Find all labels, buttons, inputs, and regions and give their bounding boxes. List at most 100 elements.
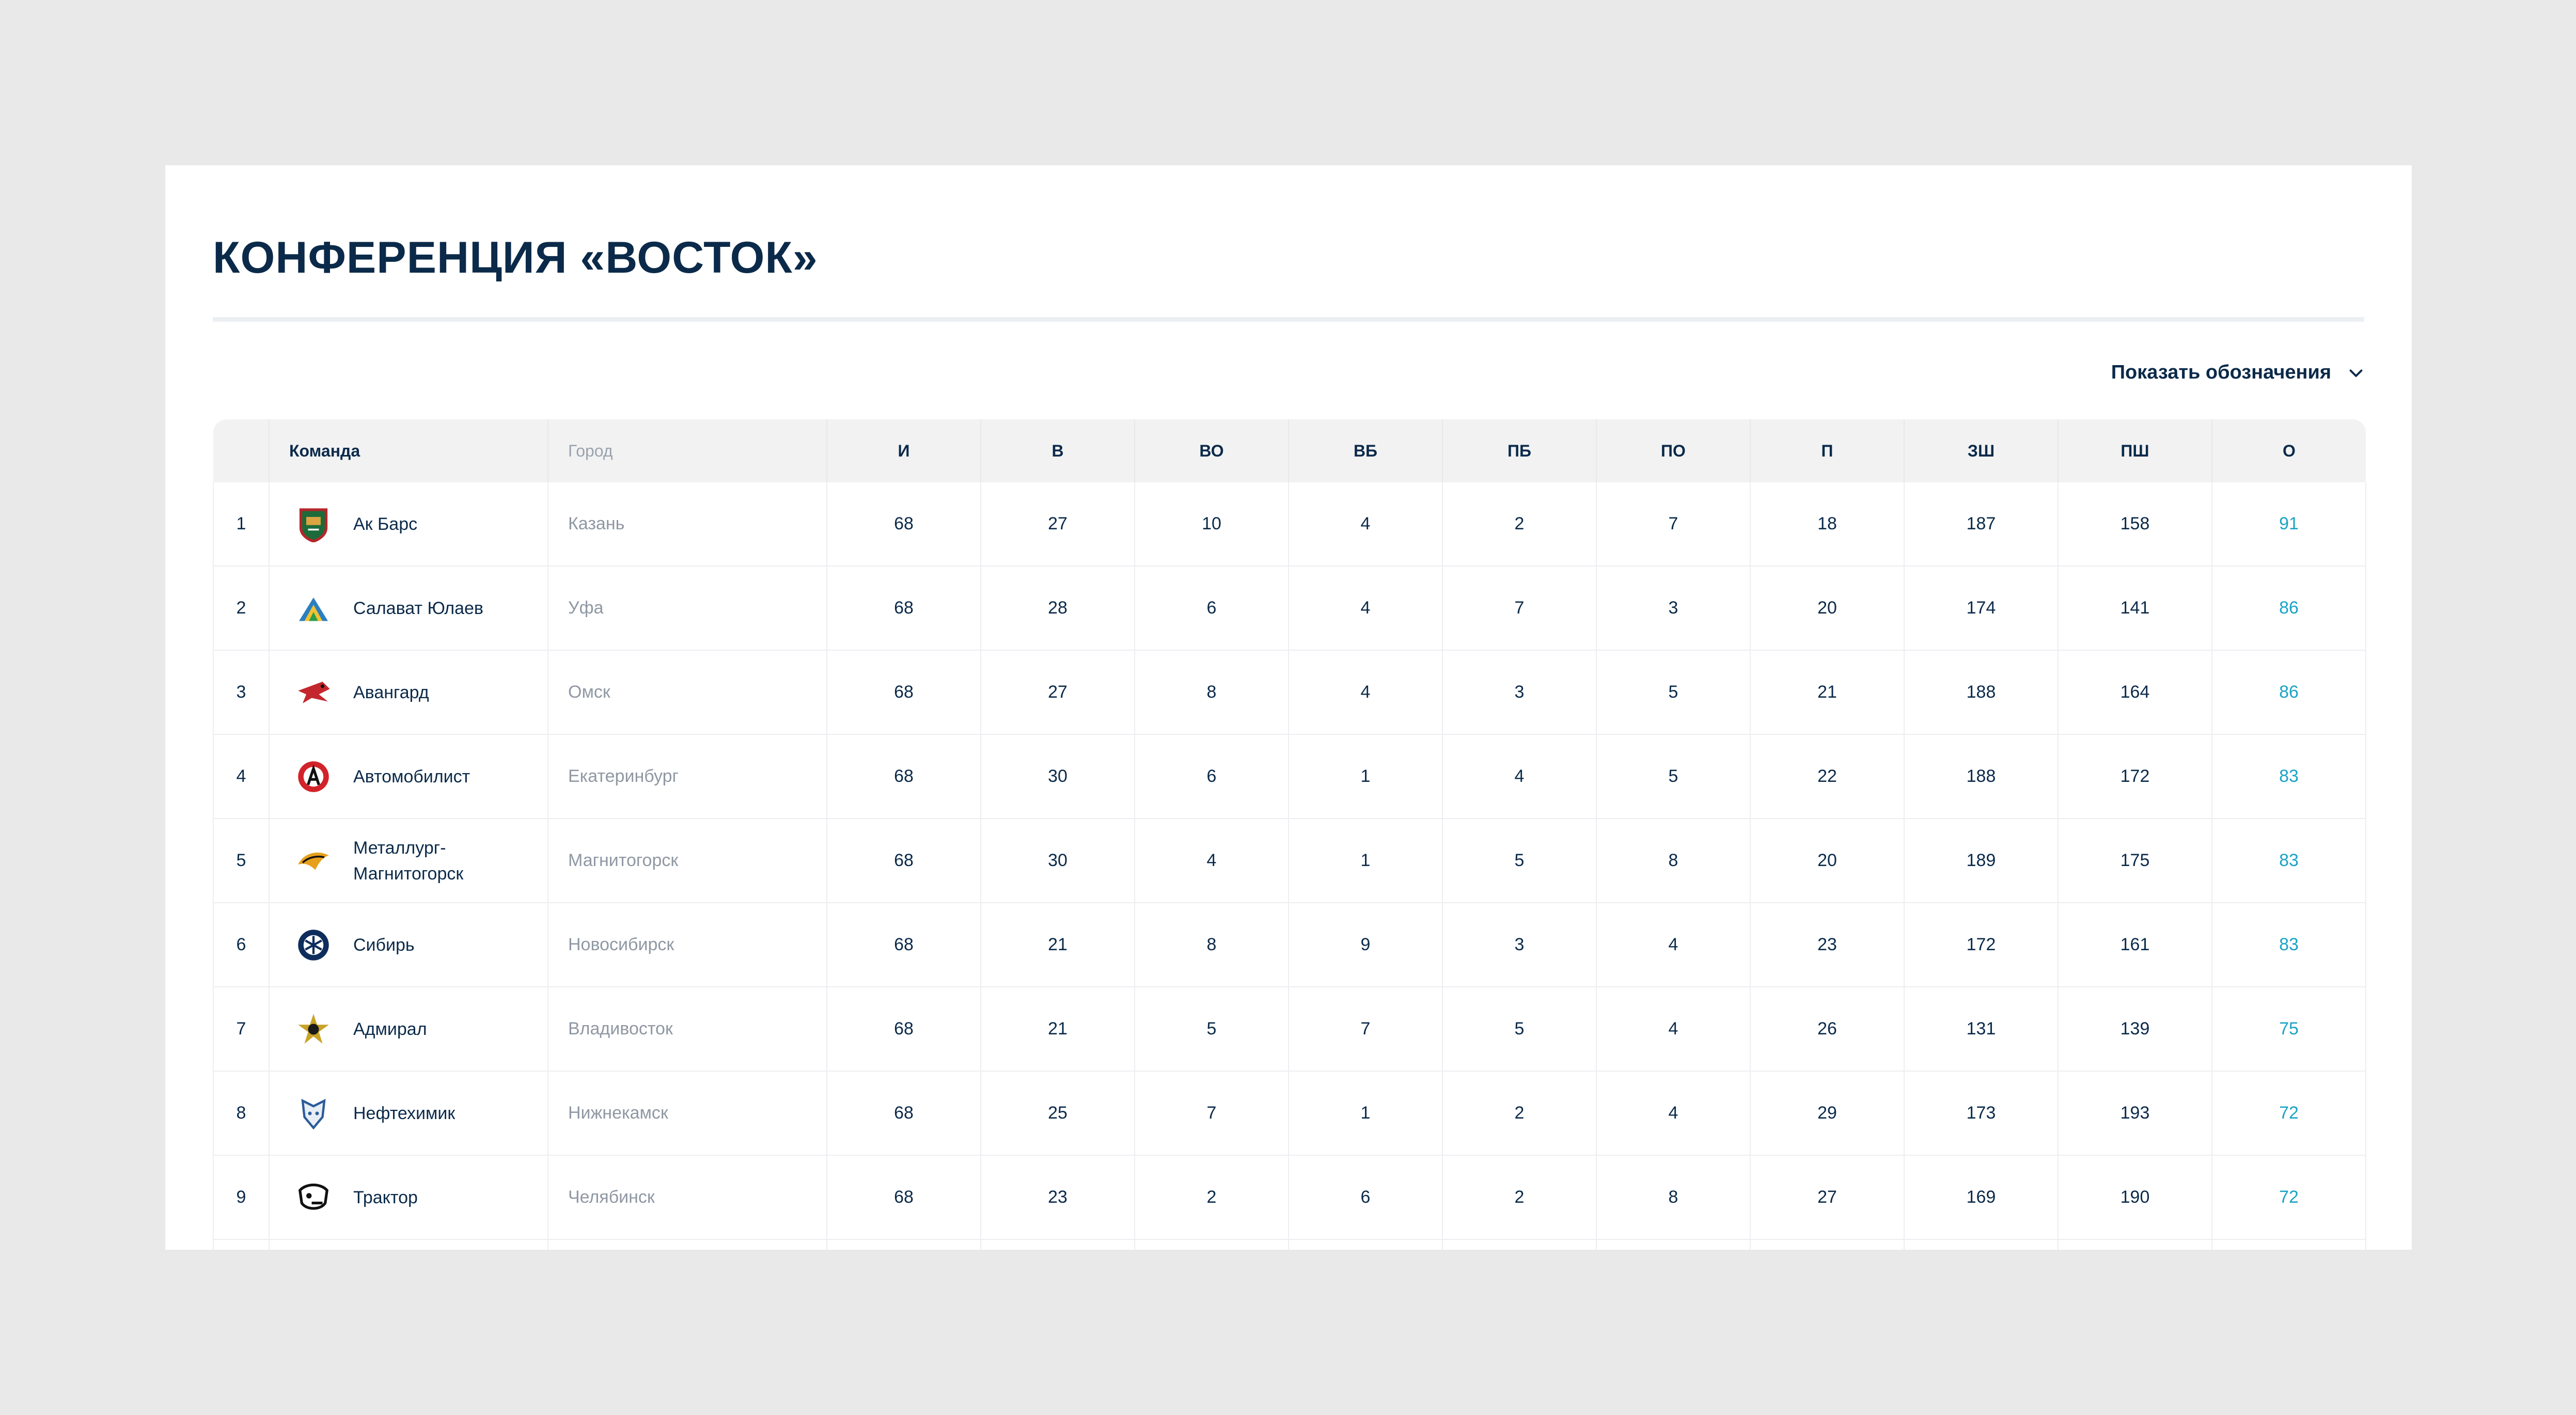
empty-cell	[547, 1239, 827, 1250]
empty-cell	[826, 1239, 981, 1250]
team-name: Авангард	[353, 682, 429, 702]
rank-cell: 4	[213, 734, 269, 819]
table-row[interactable]: 5 Металлург- Магнитогорск Магнитогорск 68 30…	[213, 819, 2366, 903]
games-cell: 68	[826, 987, 981, 1072]
goals-for-cell: 189	[1904, 819, 2058, 903]
team-link[interactable]: Сибирь	[295, 927, 547, 963]
team-link[interactable]: Металлург- Магнитогорск	[295, 835, 547, 887]
ot-wins-cell: 5	[1134, 987, 1289, 1072]
avtomobilist-logo-icon	[295, 759, 332, 795]
header-goals-against[interactable]: ПШ	[2057, 419, 2212, 482]
team-link[interactable]: Нефтехимик	[295, 1095, 547, 1131]
team-cell: Салават Юлаев	[269, 566, 548, 651]
so-losses-cell: 3	[1442, 650, 1596, 735]
so-losses-cell: 2	[1442, 482, 1596, 567]
city-cell: Нижнекамск	[547, 1071, 827, 1156]
standings-table: Команда Город И В ВО ВБ ПБ ПО П ЗШ ПШ О …	[213, 419, 2366, 1250]
losses-cell: 20	[1750, 819, 1904, 903]
table-row[interactable]: 2 Салават Юлаев Уфа 68 28 6 4 7 3 20 174 141 86	[213, 566, 2366, 651]
city-cell: Уфа	[547, 566, 827, 651]
team-link[interactable]: Автомобилист	[295, 759, 547, 795]
empty-cell	[1596, 1239, 1750, 1250]
empty-cell	[1904, 1239, 2058, 1250]
so-losses-cell: 2	[1442, 1071, 1596, 1156]
table-row[interactable]: 8 Нефтехимик Нижнекамск 68 25 7 1 2 4 29 173 193 72	[213, 1071, 2366, 1156]
header-so-losses[interactable]: ПБ	[1442, 419, 1596, 482]
losses-cell: 22	[1750, 734, 1904, 819]
team-cell: Металлург- Магнитогорск	[269, 819, 548, 903]
team-link[interactable]: Ак Барс	[295, 506, 547, 543]
empty-cell	[1750, 1239, 1904, 1250]
rank-cell: 7	[213, 987, 269, 1072]
goals-against-cell: 158	[2057, 482, 2212, 567]
wins-cell: 30	[980, 734, 1135, 819]
header-points[interactable]: О	[2211, 419, 2366, 482]
ot-losses-cell: 8	[1596, 1155, 1750, 1240]
avangard-logo-icon	[295, 674, 332, 711]
wins-cell: 27	[980, 482, 1135, 567]
goals-for-cell: 188	[1904, 650, 2058, 735]
ot-wins-cell: 7	[1134, 1071, 1289, 1156]
empty-cell	[1288, 1239, 1442, 1250]
so-wins-cell: 4	[1288, 650, 1442, 735]
table-row[interactable]: 1 Ак Барс Казань 68 27 10 4 2 7 18 187 158 91	[213, 482, 2366, 567]
table-row[interactable]: 3 Авангард Омск 68 27 8 4 3 5 21 188 164 86	[213, 650, 2366, 735]
ot-losses-cell: 4	[1596, 1071, 1750, 1156]
ot-losses-cell: 8	[1596, 819, 1750, 903]
table-row[interactable]: 9 Трактор Челябинск 68 23 2 6 2 8 27 169 190 72	[213, 1155, 2366, 1240]
games-cell: 68	[826, 819, 981, 903]
header-goals-for[interactable]: ЗШ	[1904, 419, 2058, 482]
ot-losses-cell: 5	[1596, 734, 1750, 819]
losses-cell: 20	[1750, 566, 1904, 651]
header-so-wins[interactable]: ВБ	[1288, 419, 1442, 482]
header-ot-wins[interactable]: ВО	[1134, 419, 1289, 482]
team-name: Ак Барс	[353, 514, 418, 534]
city-cell: Челябинск	[547, 1155, 827, 1240]
so-wins-cell: 1	[1288, 819, 1442, 903]
metallurg-logo-icon	[295, 843, 332, 879]
wins-cell: 30	[980, 819, 1135, 903]
points-cell: 83	[2211, 734, 2366, 819]
header-games[interactable]: И	[826, 419, 981, 482]
goals-for-cell: 188	[1904, 734, 2058, 819]
games-cell: 68	[826, 1155, 981, 1240]
table-row[interactable]: 4 Автомобилист Екатеринбург 68 30 6 1 4 5 22 188 17…	[213, 734, 2366, 819]
ot-wins-cell: 4	[1134, 819, 1289, 903]
team-link[interactable]: Трактор	[295, 1180, 547, 1216]
so-wins-cell: 4	[1288, 566, 1442, 651]
show-legend-button[interactable]: Показать обозначения	[2111, 361, 2365, 384]
goals-against-cell: 164	[2057, 650, 2212, 735]
header-team[interactable]: Команда	[269, 419, 548, 482]
table-row[interactable]: 7 Адмирал Владивосток 68 21 5 7 5 4 26 131 139 75	[213, 987, 2366, 1072]
team-link[interactable]: Салават Юлаев	[295, 590, 547, 626]
points-cell: 72	[2211, 1071, 2366, 1156]
team-link[interactable]: Авангард	[295, 674, 547, 711]
header-wins[interactable]: В	[980, 419, 1135, 482]
team-link[interactable]: Адмирал	[295, 1011, 547, 1047]
losses-cell: 23	[1750, 903, 1904, 987]
ot-wins-cell: 2	[1134, 1155, 1289, 1240]
empty-cell	[213, 1239, 269, 1250]
team-cell: Адмирал	[269, 987, 548, 1072]
points-cell: 72	[2211, 1155, 2366, 1240]
games-cell: 68	[826, 566, 981, 651]
goals-against-cell: 139	[2057, 987, 2212, 1072]
team-cell: Автомобилист	[269, 734, 548, 819]
city-cell: Казань	[547, 482, 827, 567]
team-cell: Авангард	[269, 650, 548, 735]
so-wins-cell: 6	[1288, 1155, 1442, 1240]
rank-cell: 2	[213, 566, 269, 651]
goals-against-cell: 193	[2057, 1071, 2212, 1156]
table-row[interactable]: 6 Сибирь Новосибирск 68 21 8 9 3 4 23 172 161 83	[213, 903, 2366, 987]
so-losses-cell: 3	[1442, 903, 1596, 987]
ot-wins-cell: 6	[1134, 566, 1289, 651]
admiral-logo-icon	[295, 1011, 332, 1047]
games-cell: 68	[826, 650, 981, 735]
header-ot-losses[interactable]: ПО	[1596, 419, 1750, 482]
team-name: Адмирал	[353, 1019, 427, 1039]
team-name: Нефтехимик	[353, 1103, 455, 1123]
ot-wins-cell: 8	[1134, 650, 1289, 735]
rank-cell: 8	[213, 1071, 269, 1156]
games-cell: 68	[826, 1071, 981, 1156]
header-losses[interactable]: П	[1750, 419, 1904, 482]
